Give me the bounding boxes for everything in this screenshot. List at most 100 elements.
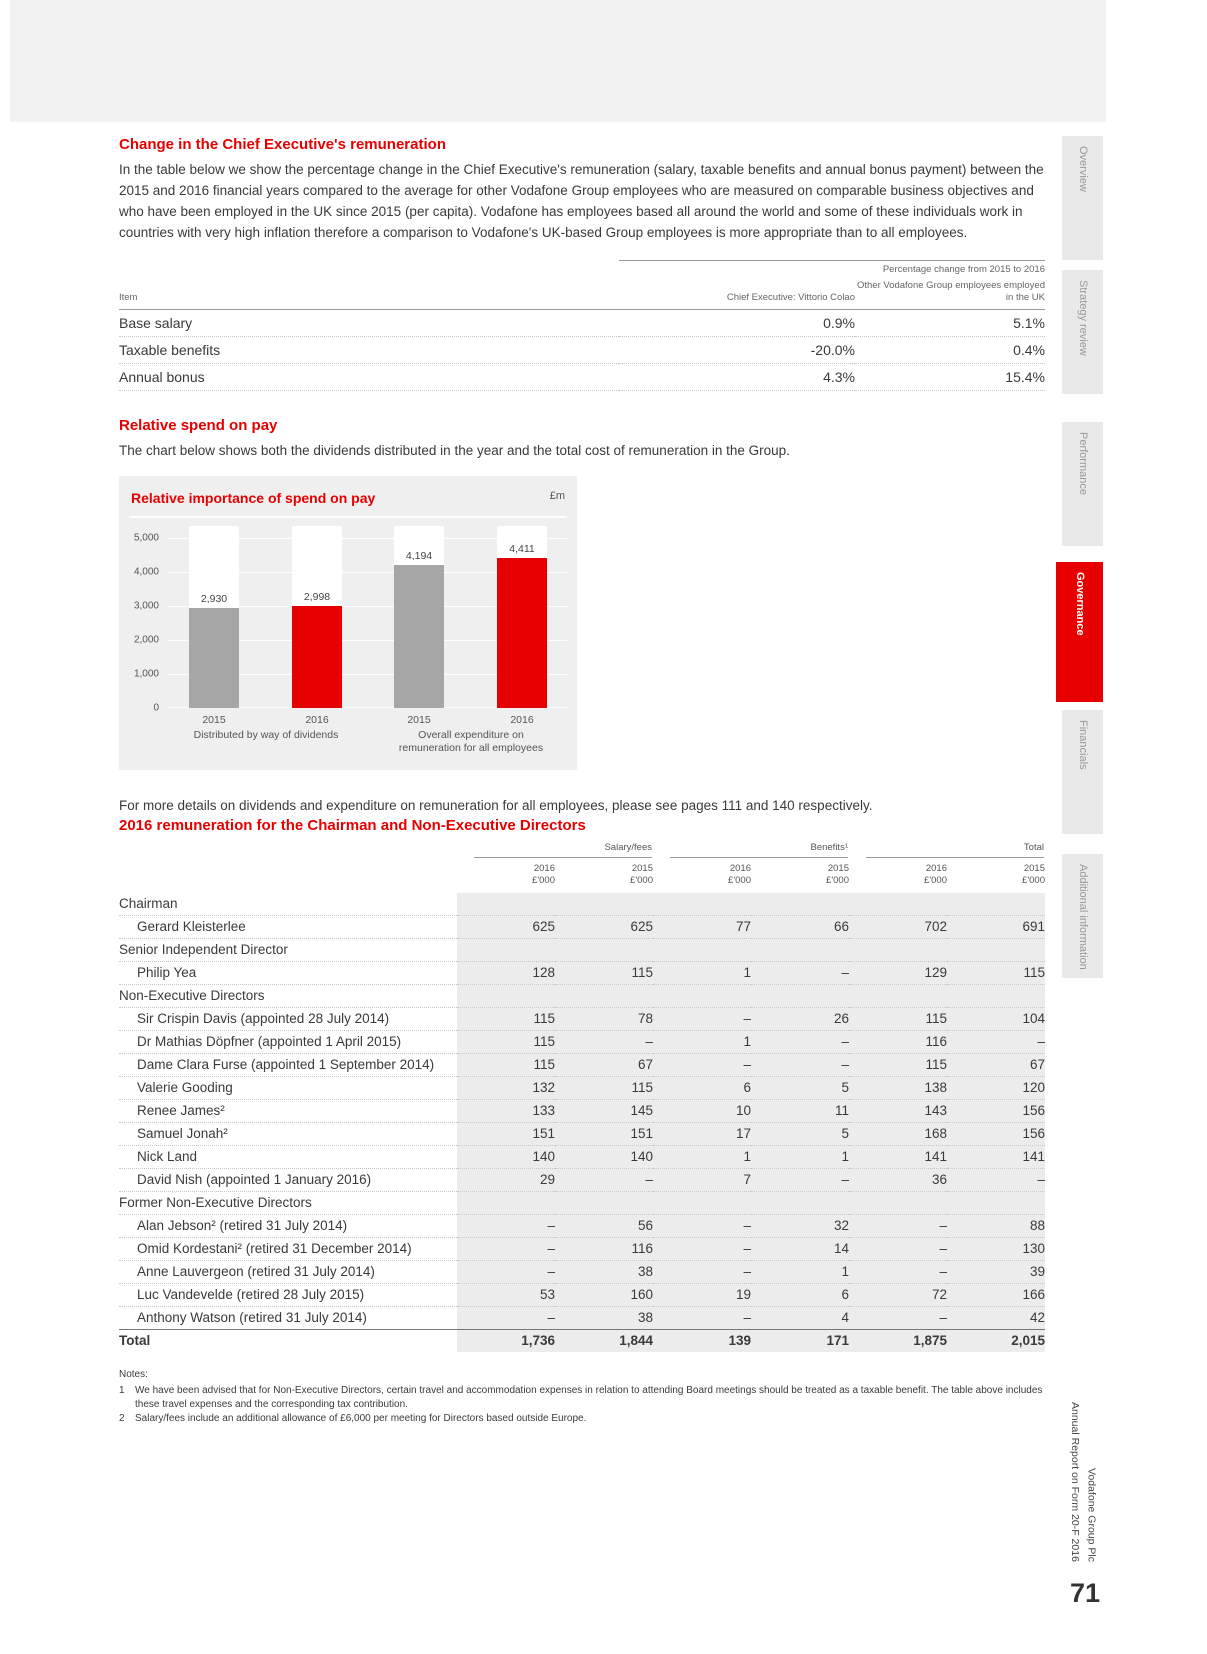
row-value: [849, 892, 947, 916]
row-value: –: [653, 1306, 751, 1330]
sidebar-tab-governance[interactable]: Governance: [1056, 562, 1103, 702]
row-value: [555, 984, 653, 1008]
bar-value-label: 2,998: [303, 590, 331, 603]
table-row: Taxable benefits -20.0% 0.4%: [119, 336, 1045, 364]
row-value: –: [653, 1007, 751, 1031]
section-heading-remuneration-table: 2016 remuneration for the Chairman and N…: [119, 816, 586, 834]
note-item: 1 We have been advised that for Non-Execu…: [119, 1384, 1045, 1412]
chart-intro-paragraph: The chart below shows both the dividends…: [119, 442, 790, 458]
row-value: 10: [653, 1099, 751, 1123]
chart-title: Relative importance of spend on pay: [131, 489, 376, 506]
row-value: 116: [849, 1030, 947, 1054]
row-value: 77: [653, 915, 751, 939]
row-label: Nick Land: [119, 1145, 457, 1169]
row-label: Samuel Jonah²: [119, 1122, 457, 1146]
row-value: 115: [849, 1007, 947, 1031]
row-value: 143: [849, 1099, 947, 1123]
note-number: 2: [119, 1412, 125, 1424]
row-value: –: [555, 1030, 653, 1054]
sidebar-tab-financials[interactable]: Financials: [1062, 710, 1103, 834]
row-value: –: [653, 1214, 751, 1238]
span-header-row: Percentage change from 2015 to 2016: [119, 259, 1045, 279]
row-value: 5: [751, 1122, 849, 1146]
sidebar-tab-overview[interactable]: Overview: [1062, 136, 1103, 260]
row-value: 2,015: [947, 1328, 1045, 1352]
unit-label: £'000: [728, 875, 751, 887]
sidebar-tab-strategy-review[interactable]: Strategy review: [1062, 270, 1103, 394]
row-value: –: [751, 1030, 849, 1054]
chart-ylabels: 5,000 4,000 3,000 2,000 1,000 0: [129, 526, 167, 713]
row-value: –: [555, 1168, 653, 1192]
row-label: Non-Executive Directors: [119, 984, 457, 1008]
section-row: Senior Independent Director: [119, 938, 1045, 962]
row-value: 625: [555, 915, 653, 939]
row-label: Taxable benefits: [119, 336, 619, 364]
main-content: Change in the Chief Executive's remunera…: [119, 136, 1045, 1426]
row-value: 116: [555, 1237, 653, 1261]
bar-2015: [394, 564, 444, 708]
row-value: 151: [555, 1122, 653, 1146]
row-value: 115: [457, 1053, 555, 1077]
row-value: 29: [457, 1168, 555, 1192]
row-value: –: [849, 1237, 947, 1261]
row-value: 38: [555, 1260, 653, 1284]
x-tick-label: 2015: [202, 713, 226, 726]
bar-2016: [497, 557, 547, 708]
column-group-header: Total: [849, 841, 1045, 859]
row-value: –: [751, 961, 849, 985]
chart-groups: 2,930 2,998 4,194 4,411: [189, 525, 547, 708]
more-details-paragraph: For more details on dividends and expend…: [119, 797, 873, 813]
row-label: Omid Kordestani² (retired 31 December 20…: [119, 1237, 457, 1261]
year-label: 2016: [533, 862, 555, 874]
gridline: [167, 605, 567, 607]
sidebar-nav: Overview Strategy review Performance Govern…: [1056, 136, 1109, 988]
row-value: 156: [947, 1122, 1045, 1146]
row-value: [555, 1191, 653, 1215]
pct-change-table: Percentage change from 2015 to 2016 Item…: [119, 259, 1045, 391]
director-row: Anne Lauvergeon (retired 31 July 2014) –3…: [119, 1260, 1045, 1284]
x-tick-label: 2016: [510, 713, 534, 726]
x-tick-label: 2015: [407, 713, 431, 726]
row-value: 11: [751, 1099, 849, 1123]
row-label: Dame Clara Furse (appointed 1 September …: [119, 1053, 457, 1077]
gridline: [167, 571, 567, 573]
row-value: [653, 938, 751, 962]
row-value: [555, 892, 653, 916]
spacer-cell: [119, 260, 619, 278]
row-value: 5.1%: [855, 309, 1045, 337]
row-value: 19: [653, 1283, 751, 1307]
sidebar-tab-additional-information[interactable]: Additional information: [1062, 854, 1103, 978]
note-number: 1: [119, 1384, 125, 1396]
pct-table-body: Base salary 0.9% 5.1% Taxable benefits -20.0…: [119, 309, 1045, 391]
row-value: [751, 892, 849, 916]
row-value: [653, 984, 751, 1008]
row-label: Base salary: [119, 309, 619, 337]
x-label-group: 2015 2016: [394, 714, 547, 726]
sidebar-tab-performance[interactable]: Performance: [1062, 422, 1103, 546]
bar-value-label: 2,930: [200, 592, 228, 605]
row-value: –: [653, 1260, 751, 1284]
row-value: 1,875: [849, 1328, 947, 1352]
rem-year-header-row: 2016 £'000 2015 £'000 2016 £'000 2015 £'000 2016…: [119, 859, 1045, 893]
row-label: Anne Lauvergeon (retired 31 July 2014): [119, 1260, 457, 1284]
row-value: 129: [849, 961, 947, 985]
row-value: 115: [849, 1053, 947, 1077]
director-row: Renee James² 133 145 10 11 143 156: [119, 1099, 1045, 1123]
spacer-cell: [119, 859, 457, 893]
unit-label: £'000: [630, 875, 653, 887]
row-value: 171: [751, 1328, 849, 1352]
footer-company: Vodafone Group Plc: [1085, 1468, 1098, 1562]
row-value: 5: [751, 1076, 849, 1100]
row-value: 156: [947, 1099, 1045, 1123]
row-value: [457, 938, 555, 962]
row-value: –: [947, 1168, 1045, 1192]
director-row: Dr Mathias Döpfner (appointed 1 April 20…: [119, 1030, 1045, 1054]
row-value: –: [751, 1168, 849, 1192]
row-value: 67: [947, 1053, 1045, 1077]
row-value: [555, 938, 653, 962]
row-label: Renee James²: [119, 1099, 457, 1123]
row-value: 151: [457, 1122, 555, 1146]
row-value: [457, 984, 555, 1008]
col-header-ceo: Chief Executive: Vittorio Colao: [619, 278, 855, 310]
row-value: 625: [457, 915, 555, 939]
